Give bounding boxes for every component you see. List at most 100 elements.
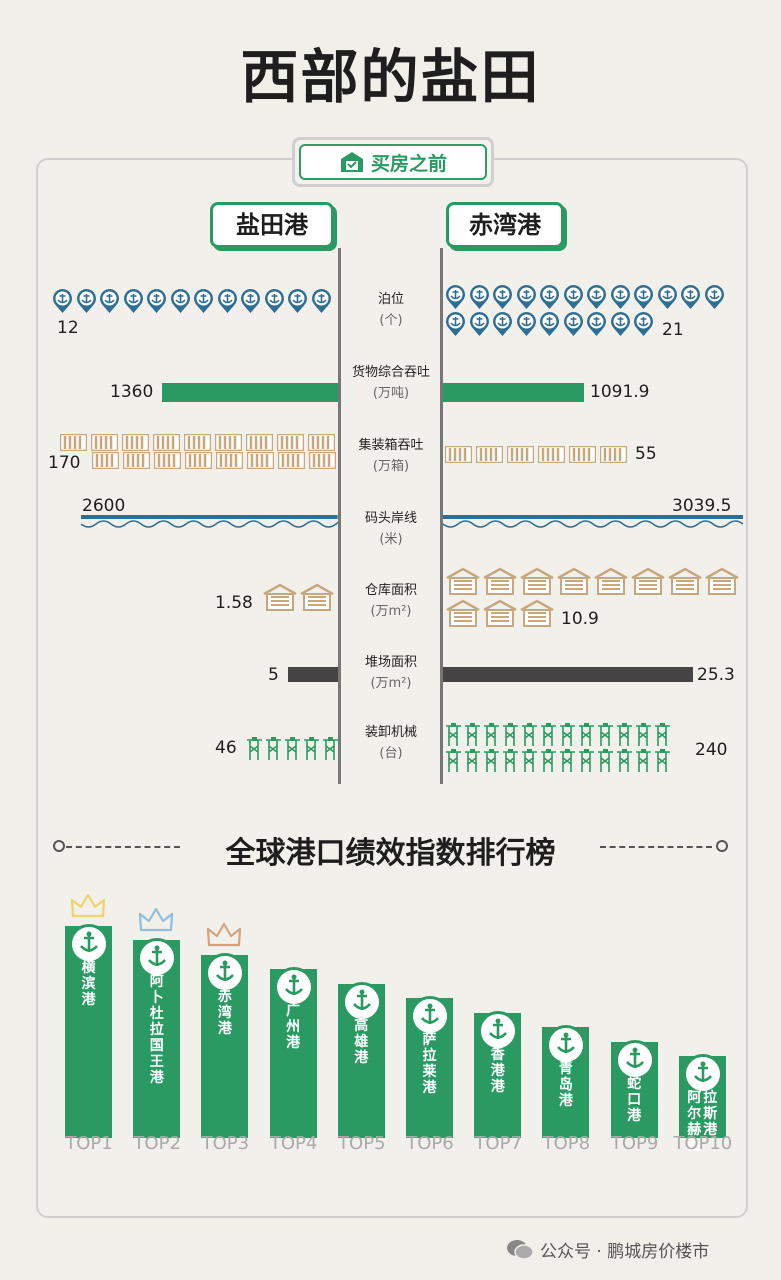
footer-text: 公众号 · 鹏城房价楼市 — [540, 1242, 710, 1262]
shoreline-wave-left — [81, 515, 339, 528]
anchor-icon — [540, 285, 559, 309]
ranking-rank-label: TOP2 — [133, 1133, 181, 1154]
anchor-icon — [493, 285, 512, 309]
crown-icon — [207, 922, 242, 946]
warehouse-icon — [446, 567, 480, 595]
warehouse-icons-right-row1 — [445, 566, 741, 596]
ranking-bar-label: 阿卜杜拉国王港 — [149, 974, 164, 1087]
metric-cargo: 货物综合吞吐 (万吨) — [351, 365, 430, 401]
value-right-shoreline: 3039.5 — [672, 496, 732, 516]
crane-icon — [541, 723, 556, 746]
container-icon — [476, 446, 503, 463]
warehouse-icons-left — [262, 582, 336, 612]
bar-yard-right — [443, 667, 693, 682]
ranking-bar-label: 高雄港 — [354, 1017, 369, 1066]
metric-warehouse: 仓库面积 (万m²) — [364, 583, 417, 619]
wave-path — [81, 520, 339, 528]
anchor-icon — [469, 312, 489, 336]
anchor-icon — [469, 285, 489, 309]
crane-icon — [484, 749, 499, 772]
crane-icon — [323, 737, 338, 760]
crane-icon — [503, 749, 518, 772]
brand-badge: 买房之前 — [292, 137, 494, 187]
anchor-icon — [704, 285, 724, 309]
crane-icons-left — [246, 736, 341, 760]
anchor-icon — [546, 1025, 587, 1066]
anchor-icon — [634, 285, 653, 309]
page-title: 西部的盐田 — [240, 43, 541, 111]
ranking-bar-label: 萨拉莱港 — [422, 1032, 437, 1097]
value-right-cargo: 1091.9 — [590, 382, 650, 402]
ranking-bar-label: 蛇口港 — [627, 1075, 642, 1124]
ranking-rank-label: TOP8 — [542, 1133, 591, 1154]
anchor-icon — [53, 289, 72, 313]
container-icon — [247, 452, 274, 469]
ranking-dash-left — [66, 846, 180, 848]
value-left-cargo: 1360 — [110, 382, 154, 402]
bar-yard-left — [288, 667, 338, 682]
anchor-icon — [170, 289, 190, 313]
anchor-icon — [563, 285, 583, 309]
warehouse-icon — [483, 599, 517, 627]
crane-icon — [484, 723, 499, 746]
ranking-rank-label: TOP9 — [610, 1133, 659, 1154]
anchor-icon — [147, 289, 166, 313]
ranking-rank-label: TOP3 — [201, 1133, 250, 1154]
anchor-icon — [123, 289, 143, 313]
container-icon — [309, 452, 336, 469]
metric-shoreline: 码头岸线 (米) — [364, 511, 417, 547]
crane-icon — [636, 749, 651, 772]
anchor-icon — [493, 312, 512, 336]
anchor-icon — [610, 312, 630, 336]
crane-icon — [655, 723, 670, 746]
anchor-icon — [587, 312, 606, 336]
metric-yard: 堆场面积 (万m²) — [364, 655, 417, 691]
value-right-yard: 25.3 — [697, 665, 735, 685]
crane-icon — [247, 737, 262, 760]
anchor-icon — [657, 285, 677, 309]
crown-icon — [70, 893, 106, 918]
crane-icon — [541, 749, 556, 772]
container-icon — [445, 446, 472, 463]
container-icon — [91, 434, 118, 451]
container-icon — [507, 446, 534, 463]
value-right-warehouse: 10.9 — [561, 609, 599, 629]
bar-cargo-right — [443, 383, 585, 402]
crane-icon — [465, 749, 480, 772]
ranking-rank-label: TOP1 — [65, 1133, 113, 1154]
warehouse-icon — [631, 567, 665, 595]
anchor-icon — [410, 996, 450, 1037]
anchor-icon — [614, 1039, 655, 1080]
value-left-berths: 12 — [57, 318, 79, 338]
wave-path — [443, 520, 743, 528]
ranking-rank-label: TOP7 — [474, 1133, 522, 1154]
berth-icons-left — [52, 288, 334, 314]
crane-icon — [579, 749, 594, 772]
ranking-rank-label: TOP10 — [673, 1133, 733, 1154]
ranking-bar-label: 横滨港 — [81, 960, 96, 1008]
value-left-shoreline: 2600 — [82, 496, 126, 516]
anchor-icon — [446, 285, 465, 309]
crane-icon — [636, 723, 651, 746]
value-left-container: 170 — [48, 453, 81, 473]
warehouse-icon — [705, 567, 739, 595]
anchor-icon — [478, 1010, 519, 1051]
warehouse-icon — [594, 567, 628, 595]
crane-icon — [522, 749, 537, 772]
warehouse-icon — [520, 599, 554, 627]
container-icon — [569, 446, 596, 463]
container-icon — [246, 434, 273, 451]
warehouse-icon — [557, 567, 591, 595]
anchor-icon — [137, 938, 178, 979]
brand-name: 买房之前 — [370, 152, 447, 175]
crane-icon — [522, 723, 537, 746]
ranking-bar-label: 香港港 — [490, 1046, 505, 1095]
anchor-icon — [681, 285, 700, 309]
container-icon — [216, 452, 243, 469]
anchor-icon — [446, 312, 465, 336]
anchor-icon — [610, 285, 630, 309]
ranking-bar-label: 阿尔赫西拉斯港 — [687, 1090, 718, 1154]
crane-icon — [617, 749, 632, 772]
ranking-title: 全球港口绩效指数排行榜 — [225, 836, 556, 871]
container-icon — [60, 434, 87, 451]
